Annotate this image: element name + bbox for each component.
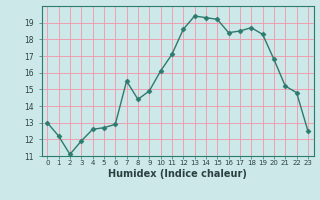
X-axis label: Humidex (Indice chaleur): Humidex (Indice chaleur) — [108, 169, 247, 179]
